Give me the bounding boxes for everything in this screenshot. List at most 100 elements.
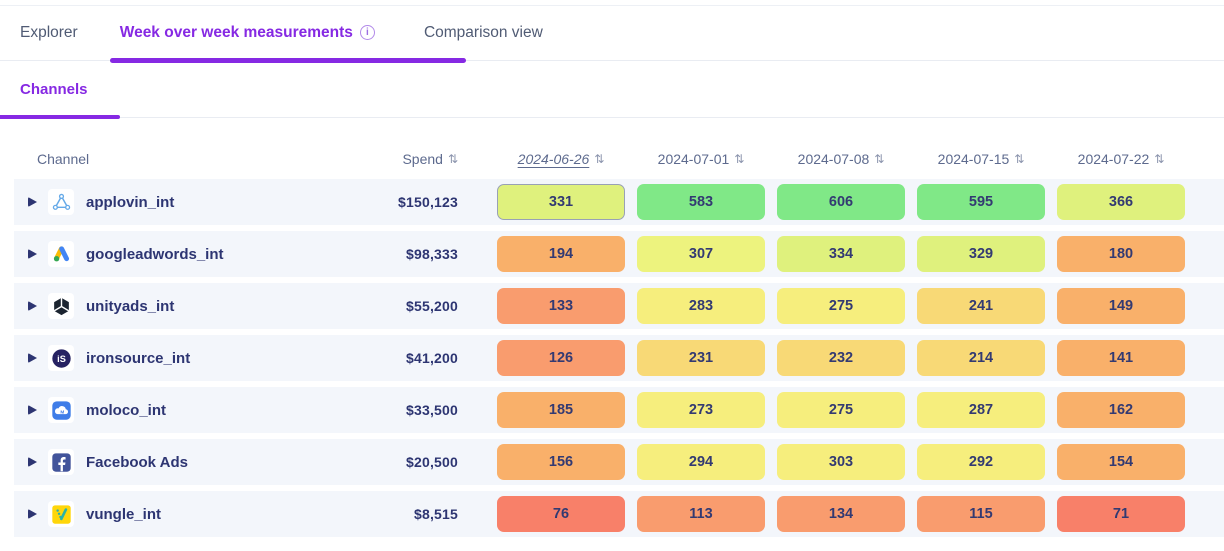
sort-icon[interactable]: ⇅: [734, 152, 745, 166]
channels-tab-underline: [0, 115, 120, 119]
table-row[interactable]: unityads_int $55,200 133 283 275 241 149: [14, 283, 1224, 329]
channel-name: moloco_int: [86, 401, 167, 419]
moloco-icon: M: [48, 397, 74, 423]
expand-caret-icon[interactable]: [28, 249, 37, 259]
value-cell[interactable]: 273: [637, 392, 765, 428]
table-row[interactable]: applovin_int $150,123 331 583 606 595 366: [14, 179, 1224, 225]
expand-caret-icon[interactable]: [28, 301, 37, 311]
date-label[interactable]: 2024-06-26: [517, 151, 590, 167]
value-cell[interactable]: 583: [637, 184, 765, 220]
expand-caret-icon[interactable]: [28, 197, 37, 207]
date-label[interactable]: 2024-07-15: [937, 151, 1010, 167]
value-cell[interactable]: 180: [1057, 236, 1185, 272]
svg-text:M: M: [60, 409, 64, 415]
channel-icon-cell: [48, 189, 86, 215]
value-cell[interactable]: 329: [917, 236, 1045, 272]
value-cell[interactable]: 331: [497, 184, 625, 220]
channel-name: vungle_int: [86, 505, 162, 523]
value-cell[interactable]: 366: [1057, 184, 1185, 220]
value-cell[interactable]: 303: [777, 444, 905, 480]
spend-value: $55,200: [405, 298, 458, 314]
value-cell[interactable]: 141: [1057, 340, 1185, 376]
tab-comparison-view[interactable]: Comparison view: [423, 24, 543, 41]
value-cell[interactable]: 185: [497, 392, 625, 428]
expand-caret-icon[interactable]: [28, 457, 37, 467]
value-cell[interactable]: 154: [1057, 444, 1185, 480]
sort-icon[interactable]: ⇅: [594, 152, 605, 166]
sort-icon[interactable]: ⇅: [1154, 152, 1165, 166]
value-cell[interactable]: 194: [497, 236, 625, 272]
tab-channels[interactable]: Channels: [20, 80, 88, 98]
value-cell[interactable]: 241: [917, 288, 1045, 324]
expand-caret-icon[interactable]: [28, 405, 37, 415]
value-cell[interactable]: 231: [637, 340, 765, 376]
tab-explorer[interactable]: Explorer: [20, 24, 78, 41]
channel-icon-cell: [48, 241, 86, 267]
value-cell[interactable]: 133: [497, 288, 625, 324]
expand-caret-icon[interactable]: [28, 509, 37, 519]
date-label[interactable]: 2024-07-22: [1077, 151, 1150, 167]
value-cell[interactable]: 283: [637, 288, 765, 324]
caret-cell: [14, 405, 48, 415]
sort-icon[interactable]: ⇅: [874, 152, 885, 166]
expand-caret-icon[interactable]: [28, 353, 37, 363]
value-cell[interactable]: 334: [777, 236, 905, 272]
sort-icon[interactable]: ⇅: [447, 152, 458, 166]
main-tab-bar: Explorer Week over week measurements i Co…: [0, 6, 1224, 63]
caret-cell: [14, 197, 48, 207]
spend-value: $20,500: [405, 454, 458, 470]
date-label[interactable]: 2024-07-01: [657, 151, 730, 167]
table-row[interactable]: googleadwords_int $98,333 194 307 334 329 180: [14, 231, 1224, 277]
table-row[interactable]: M moloco_int $33,500 185 273 275 287 162: [14, 387, 1224, 433]
value-cell[interactable]: 307: [637, 236, 765, 272]
spend-value: $150,123: [398, 194, 458, 210]
date-column-header: 2024-07-22 ⇅: [1057, 151, 1185, 167]
value-cell[interactable]: 156: [497, 444, 625, 480]
caret-cell: [14, 249, 48, 259]
date-column-header: 2024-07-08 ⇅: [777, 151, 905, 167]
value-cell[interactable]: 232: [777, 340, 905, 376]
date-column-header: 2024-07-01 ⇅: [637, 151, 765, 167]
sub-tab-bar: Channels: [0, 61, 1224, 119]
value-cell[interactable]: 606: [777, 184, 905, 220]
table-header-row: Channel Spend ⇅ 2024-06-26 ⇅ 2024-07-01 ⇅ 202…: [14, 139, 1224, 179]
spend-value: $98,333: [405, 246, 458, 262]
value-cell[interactable]: 115: [917, 496, 1045, 532]
table-row[interactable]: vungle_int $8,515 76 113 134 115 71: [14, 491, 1224, 537]
channel-icon-cell: [48, 293, 86, 319]
value-cell[interactable]: 275: [777, 392, 905, 428]
caret-cell: [14, 353, 48, 363]
value-cell[interactable]: 162: [1057, 392, 1185, 428]
value-cell[interactable]: 149: [1057, 288, 1185, 324]
google-ads-icon: [48, 241, 74, 267]
spend-header-label: Spend: [402, 151, 443, 167]
value-cell[interactable]: 76: [497, 496, 625, 532]
vungle-icon: [48, 501, 74, 527]
channel-icon-cell: iS: [48, 345, 86, 371]
tab-week-over-week-label: Week over week measurements: [119, 24, 353, 41]
value-cell[interactable]: 134: [777, 496, 905, 532]
value-cell[interactable]: 113: [637, 496, 765, 532]
caret-cell: [14, 301, 48, 311]
value-cell[interactable]: 292: [917, 444, 1045, 480]
channel-icon-cell: [48, 501, 86, 527]
channels-table: Channel Spend ⇅ 2024-06-26 ⇅ 2024-07-01 ⇅ 202…: [0, 139, 1224, 537]
value-cell[interactable]: 275: [777, 288, 905, 324]
value-cell[interactable]: 71: [1057, 496, 1185, 532]
date-label[interactable]: 2024-07-08: [797, 151, 870, 167]
table-row[interactable]: Facebook Ads $20,500 156 294 303 292 154: [14, 439, 1224, 485]
info-icon[interactable]: i: [359, 25, 375, 40]
value-cell[interactable]: 287: [917, 392, 1045, 428]
top-divider: [0, 0, 1224, 6]
value-cell[interactable]: 126: [497, 340, 625, 376]
channel-name: applovin_int: [86, 193, 175, 211]
value-cell[interactable]: 595: [917, 184, 1045, 220]
channel-column-header: Channel: [37, 151, 90, 167]
active-tab-underline: [110, 58, 466, 63]
value-cell[interactable]: 214: [917, 340, 1045, 376]
table-row[interactable]: iS ironsource_int $41,200 126 231 232 214 141: [14, 335, 1224, 381]
value-cell[interactable]: 294: [637, 444, 765, 480]
tab-week-over-week[interactable]: Week over week measurements i: [120, 24, 375, 42]
sort-icon[interactable]: ⇅: [1014, 152, 1025, 166]
caret-cell: [14, 457, 48, 467]
